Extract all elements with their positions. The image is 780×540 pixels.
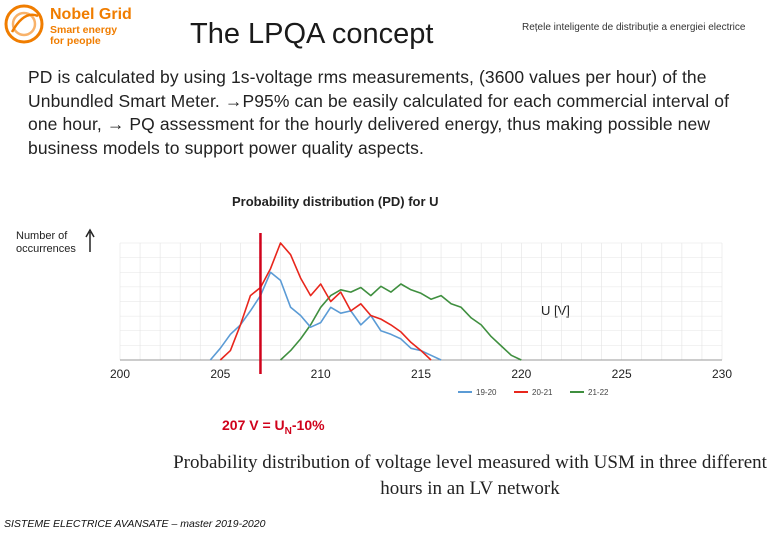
y-axis-arrow-icon: [85, 228, 95, 252]
figure-caption: Probability distribution of voltage leve…: [173, 452, 767, 499]
chart-title: Probability distribution (PD) for U: [232, 194, 439, 209]
x-axis-label: U [V]: [541, 303, 570, 318]
voltage-distribution-chart: Probability distribution (PD) for U Numb…: [16, 194, 732, 437]
x-tick-label: 200: [110, 367, 130, 381]
series-line-20-21: [219, 242, 432, 361]
x-tick-label: 230: [712, 367, 732, 381]
body-text: PD is calculated by using 1s-voltage rms…: [28, 67, 730, 158]
logo-name: Nobel Grid: [50, 6, 132, 23]
x-tick-label: 225: [612, 367, 632, 381]
legend-label: 21-22: [588, 388, 609, 397]
x-tick-label: 215: [411, 367, 431, 381]
header-note: Rețele inteligente de distribuție a ener…: [522, 22, 746, 33]
series-line-21-22: [279, 283, 522, 361]
series-line-19-20: [209, 271, 442, 361]
x-tick-label: 210: [311, 367, 331, 381]
footer: SISTEME ELECTRICE AVANSATE – master 2019…: [4, 518, 266, 530]
nobel-grid-logo: Nobel Grid Smart energy for people: [2, 2, 132, 56]
logo-tagline: Smart energy for people: [50, 24, 118, 47]
legend-label: 19-20: [476, 388, 497, 397]
x-tick-label: 205: [210, 367, 230, 381]
slide-title: The LPQA concept: [190, 18, 434, 50]
y-axis-label: Number of occurrences: [16, 230, 76, 255]
marker-label: 207 V = UN-10%: [222, 417, 325, 437]
x-tick-label: 220: [511, 367, 531, 381]
logo-mark-icon: [4, 4, 44, 44]
legend-label: 20-21: [532, 388, 553, 397]
